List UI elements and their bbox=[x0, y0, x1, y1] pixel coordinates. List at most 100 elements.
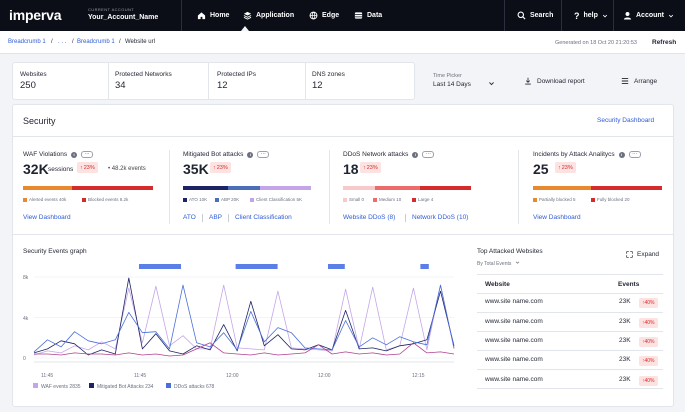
site-events: 23K bbox=[619, 298, 631, 305]
legend-item: Medium 10 bbox=[373, 197, 401, 202]
search-icon bbox=[517, 11, 526, 20]
divider bbox=[477, 274, 663, 275]
divider bbox=[12, 136, 674, 137]
abp-link[interactable]: ABP bbox=[209, 214, 223, 221]
security-dashboard-link[interactable]: Security Dashboard bbox=[597, 117, 655, 124]
small-bar-segment bbox=[343, 186, 375, 190]
incidents-label: Incidents by Attack Analitycs bbox=[533, 151, 615, 158]
legend-swatch bbox=[373, 197, 377, 202]
x-tick-label: 12:00 bbox=[318, 373, 331, 379]
ddos-marker[interactable] bbox=[139, 264, 181, 269]
legend-swatch bbox=[183, 197, 187, 202]
divider bbox=[504, 0, 505, 31]
ddos-marker[interactable] bbox=[235, 264, 278, 269]
ddos-marker[interactable] bbox=[420, 264, 429, 269]
help-menu[interactable]: ? help bbox=[574, 0, 608, 31]
network-ddos-link[interactable]: Network DDoS (10) bbox=[412, 214, 469, 221]
nav-data[interactable]: Data bbox=[354, 0, 382, 31]
download-report-button[interactable]: Download report bbox=[524, 77, 585, 85]
trend-badge-value: 23% bbox=[83, 164, 95, 171]
trend-badge: ↑ 23% bbox=[210, 162, 231, 173]
breadcrumb-ellipsis[interactable]: . . . bbox=[58, 39, 67, 45]
column-header-website[interactable]: Website bbox=[485, 281, 510, 288]
divider bbox=[518, 150, 519, 224]
breadcrumb-item[interactable]: Breadcrumb 1 bbox=[77, 39, 115, 45]
waf-violations-title: WAF Violations i ··· bbox=[23, 151, 94, 158]
trend-badge: ↑ 40% bbox=[639, 337, 658, 347]
site-name: www.site name.com bbox=[485, 356, 543, 363]
divider bbox=[405, 214, 406, 222]
legend-swatch bbox=[33, 383, 38, 388]
legend-item: Blocked events 8.2k bbox=[82, 197, 128, 202]
ato-link[interactable]: ATO bbox=[183, 214, 196, 221]
nav-application[interactable]: Application bbox=[243, 0, 294, 31]
expand-button[interactable]: Expand bbox=[626, 251, 659, 258]
info-icon[interactable]: i bbox=[71, 151, 78, 158]
arrow-up-icon: ↑ bbox=[642, 358, 645, 364]
refresh-button[interactable]: Refresh bbox=[652, 39, 677, 46]
trend-badge-value: 40% bbox=[644, 320, 655, 326]
divider bbox=[477, 350, 663, 351]
download-icon bbox=[525, 77, 531, 85]
imperva-logo[interactable]: imperva bbox=[9, 7, 62, 23]
series-line[interactable] bbox=[34, 342, 455, 357]
chevron-down-icon bbox=[668, 14, 674, 17]
divider bbox=[477, 388, 663, 389]
waf-view-dashboard-link[interactable]: View Dashboard bbox=[23, 214, 71, 221]
more-options-icon[interactable]: ··· bbox=[257, 151, 270, 158]
ddos-attacks-title: DDoS Network attacks i ··· bbox=[343, 151, 435, 158]
site-name: www.site name.com bbox=[485, 298, 543, 305]
fully-blocked-bar-segment bbox=[591, 186, 662, 190]
kpi-networks-label: Protected Networks bbox=[115, 71, 172, 78]
arrange-button[interactable]: Arrange bbox=[621, 77, 657, 85]
blocked-bar-segment bbox=[72, 186, 153, 190]
time-picker[interactable]: Last 14 Days bbox=[433, 81, 471, 88]
column-header-events[interactable]: Events bbox=[618, 281, 640, 288]
nav-home-label: Home bbox=[210, 12, 230, 19]
kpi-ips-label: Protected IPs bbox=[217, 71, 257, 78]
nav-home[interactable]: Home bbox=[197, 0, 229, 31]
series-line[interactable] bbox=[33, 284, 455, 353]
more-options-icon[interactable]: ··· bbox=[422, 151, 435, 158]
info-icon[interactable]: i bbox=[412, 151, 419, 158]
active-nav-caret bbox=[241, 26, 249, 31]
current-account-label: CURRENT ACCOUNT bbox=[88, 7, 135, 12]
bot-attacks-title: Mitigated Bot attacks i ··· bbox=[183, 151, 270, 158]
incidents-value: 25 bbox=[533, 161, 549, 177]
legend-item: Large 4 bbox=[412, 197, 433, 202]
divider bbox=[305, 63, 306, 99]
legend-label: Partially blocked 5 bbox=[539, 197, 576, 202]
current-account-name[interactable]: Your_Account_Name bbox=[88, 14, 159, 21]
divider bbox=[181, 0, 182, 31]
site-name: www.site name.com bbox=[485, 318, 543, 325]
divider bbox=[477, 369, 663, 370]
more-options-icon[interactable]: ··· bbox=[81, 151, 94, 158]
ddos-markers bbox=[139, 264, 429, 269]
security-events-chart[interactable]: 8k 4k 0 11:45 11:45 12:00 12:00 12:15 WA… bbox=[18, 258, 460, 404]
incidents-view-dashboard-link[interactable]: View Dashboard bbox=[533, 214, 581, 221]
kpi-card bbox=[12, 62, 415, 100]
nav-edge[interactable]: Edge bbox=[309, 0, 339, 31]
account-menu[interactable]: Account bbox=[623, 0, 674, 31]
incidents-title: Incidents by Attack Analitycs i ··· bbox=[533, 151, 641, 158]
security-card bbox=[12, 104, 674, 407]
website-ddos-link[interactable]: Website DDoS (8) bbox=[343, 214, 396, 221]
search-button[interactable]: Search bbox=[517, 0, 553, 31]
info-icon[interactable]: i bbox=[618, 151, 625, 158]
top-attacked-sort-dropdown[interactable]: By Total Events bbox=[477, 260, 520, 267]
series-line[interactable] bbox=[33, 277, 455, 356]
kpi-dns-label: DNS zones bbox=[312, 71, 345, 78]
site-name: www.site name.com bbox=[485, 337, 543, 344]
chevron-down-icon[interactable] bbox=[488, 80, 495, 87]
client-classification-link[interactable]: Client Classification bbox=[235, 214, 292, 221]
breadcrumb-item[interactable]: Breadcrumb 1 bbox=[8, 39, 46, 45]
more-options-icon[interactable]: ··· bbox=[628, 151, 641, 158]
divider bbox=[613, 0, 614, 31]
ddos-attacks-label: DDoS Network attacks bbox=[343, 151, 409, 158]
series-line[interactable] bbox=[33, 284, 455, 356]
info-icon[interactable]: i bbox=[247, 151, 254, 158]
home-icon bbox=[197, 12, 206, 20]
ddos-marker[interactable] bbox=[328, 264, 345, 269]
trend-badge: ↑ 23% bbox=[555, 162, 576, 173]
list-icon bbox=[621, 78, 629, 84]
